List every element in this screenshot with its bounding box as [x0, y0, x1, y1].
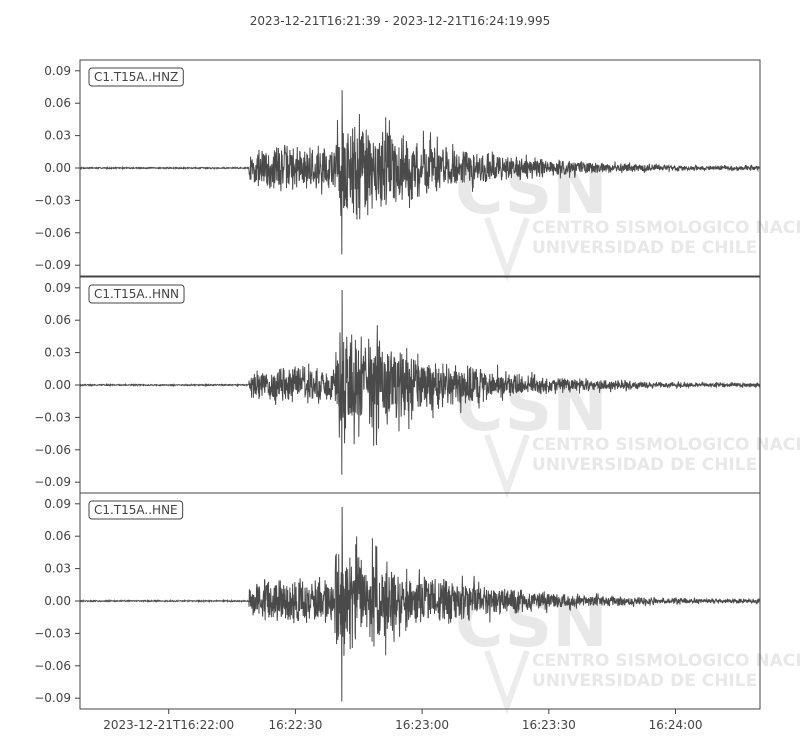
y-tick-label: 0.09 [44, 281, 71, 295]
watermark-w-mark [484, 649, 530, 715]
channel-label: C1.T15A..HNZ [88, 67, 184, 87]
waveform-trace [79, 507, 761, 702]
x-tick-label: 16:24:00 [649, 718, 703, 732]
y-tick-label: 0.03 [44, 346, 71, 360]
y-tick-label: 0.00 [44, 378, 71, 392]
channel-label-box [88, 67, 184, 87]
watermark-line2: UNIVERSIDAD DE CHILE [532, 671, 757, 691]
watermark-line2: UNIVERSIDAD DE CHILE [532, 455, 757, 475]
y-tick-label: −0.09 [34, 691, 71, 705]
y-tick-label: 0.09 [44, 64, 71, 78]
x-tick-label: 16:23:30 [522, 718, 576, 732]
x-tick-label: 16:23:00 [395, 718, 449, 732]
chart-title: 2023-12-21T16:21:39 - 2023-12-21T16:24:1… [250, 14, 551, 28]
y-tick-label: −0.06 [34, 443, 71, 457]
channel-label-text: C1.T15A..HNE [94, 503, 178, 517]
y-tick-label: −0.03 [34, 410, 71, 424]
y-tick-label: 0.03 [44, 129, 71, 143]
y-tick-label: 0.00 [44, 161, 71, 175]
y-tick-label: 0.03 [44, 562, 71, 576]
y-tick-label: −0.09 [34, 258, 71, 272]
panel-frame [79, 59, 761, 277]
panel-frame [79, 492, 761, 710]
watermark-line1: CENTRO SISMOLOGICO NACIONAL [532, 435, 800, 455]
x-tick-label: 16:22:30 [268, 718, 322, 732]
y-tick-label: −0.09 [34, 475, 71, 489]
y-tick-label: −0.06 [34, 659, 71, 673]
y-tick-label: 0.06 [44, 529, 71, 543]
channel-label: C1.T15A..HNE [88, 500, 184, 520]
watermark-line1: CENTRO SISMOLOGICO NACIONAL [532, 218, 800, 238]
watermark-line1: CENTRO SISMOLOGICO NACIONAL [532, 651, 800, 671]
channel-label-box [88, 284, 185, 304]
watermark-w-mark [484, 216, 530, 282]
channel-label-box [88, 500, 184, 520]
x-tick-label: 2023-12-21T16:22:00 [103, 718, 234, 732]
y-tick-label: −0.03 [34, 626, 71, 640]
channel-label-text: C1.T15A..HNN [94, 287, 179, 301]
watermark-line2: UNIVERSIDAD DE CHILE [532, 238, 757, 258]
channel-label-text: C1.T15A..HNZ [94, 70, 178, 84]
watermark-w-mark [484, 433, 530, 499]
y-tick-label: −0.03 [34, 193, 71, 207]
waveform-trace [79, 289, 761, 475]
y-tick-label: 0.09 [44, 497, 71, 511]
y-tick-label: 0.06 [44, 96, 71, 110]
y-tick-label: 0.06 [44, 313, 71, 327]
waveform-trace [79, 90, 761, 255]
channel-label: C1.T15A..HNN [88, 284, 185, 304]
y-tick-label: 0.00 [44, 594, 71, 608]
y-tick-label: −0.06 [34, 226, 71, 240]
